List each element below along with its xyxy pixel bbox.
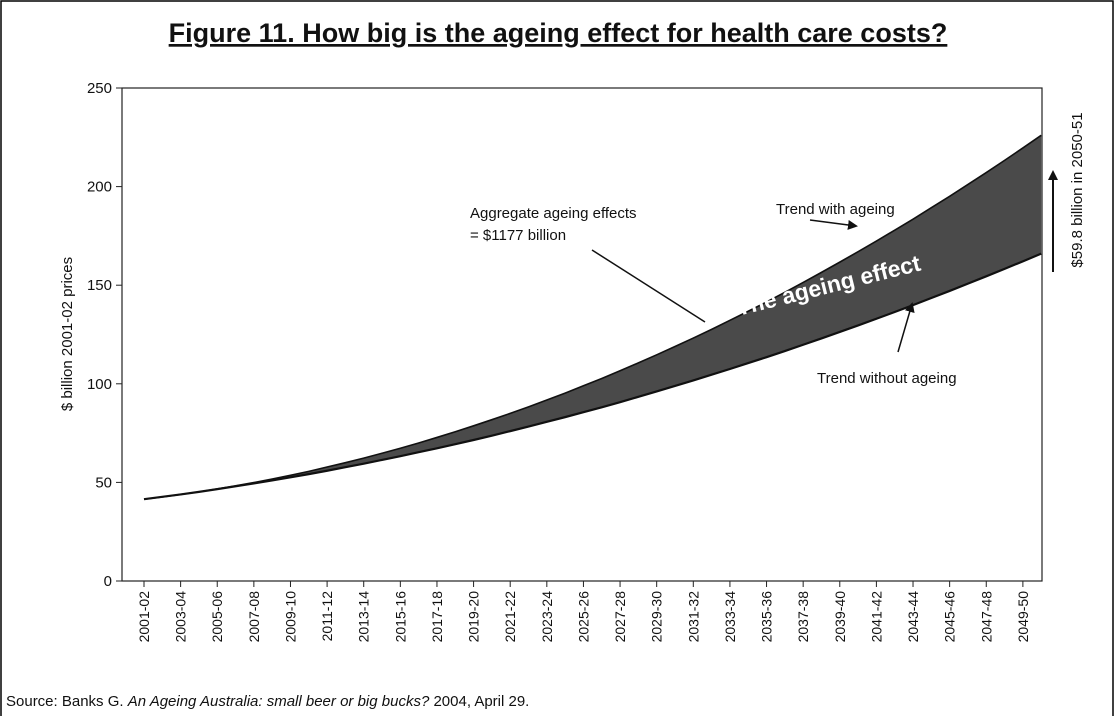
x-tick-label: 2041-42 xyxy=(868,591,884,643)
x-tick-label: 2039-40 xyxy=(832,591,848,643)
x-tick-label: 2047-48 xyxy=(978,591,994,643)
x-tick-label: 2045-46 xyxy=(942,591,958,643)
x-tick-label: 2031-32 xyxy=(685,591,701,643)
x-tick-label: 2001-02 xyxy=(136,591,152,643)
series-annotation: Trend without ageing xyxy=(817,370,957,387)
x-tick-label: 2013-14 xyxy=(356,591,372,643)
annotation-pointer xyxy=(809,219,858,230)
x-tick-label: 2003-04 xyxy=(173,591,189,643)
x-tick-label: 2025-26 xyxy=(575,591,591,643)
x-tick-label: 2027-28 xyxy=(612,591,628,643)
x-tick-label: 2029-30 xyxy=(649,591,665,643)
source-title: An Ageing Australia: small beer or big b… xyxy=(127,693,430,710)
x-tick-label: 2037-38 xyxy=(795,591,811,643)
aggregate-annotation: = $1177 billion xyxy=(470,227,566,244)
x-tick-label: 2035-36 xyxy=(759,591,775,643)
x-tick-label: 2009-10 xyxy=(282,591,298,643)
x-tick-label: 2033-34 xyxy=(722,591,738,643)
x-tick-label: 2019-20 xyxy=(466,591,482,643)
aggregate-annotation: Aggregate ageing effects xyxy=(470,205,637,222)
x-tick-label: 2049-50 xyxy=(1015,591,1031,643)
y-axis-label: $ billion 2001-02 prices xyxy=(59,257,76,411)
y-tick-label: 50 xyxy=(95,474,112,491)
source: Source: Banks G. An Ageing Australia: sm… xyxy=(6,693,529,710)
source-prefix: Source: Banks G. xyxy=(6,693,128,710)
y-tick-label: 200 xyxy=(87,179,112,196)
trend-line xyxy=(143,134,1042,500)
x-tick-label: 2011-12 xyxy=(319,591,335,642)
y-tick-label: 100 xyxy=(87,376,112,393)
y-tick-label: 0 xyxy=(104,573,112,590)
annotation-pointer xyxy=(897,302,915,353)
x-tick-label: 2017-18 xyxy=(429,591,445,643)
series-annotation: Trend with ageing xyxy=(776,201,895,218)
gap-annotation: $59.8 billion in 2050-51 xyxy=(1069,112,1086,267)
x-tick-label: 2021-22 xyxy=(502,591,518,643)
source-suffix: 2004, April 29. xyxy=(429,693,529,710)
annotation-pointer xyxy=(591,249,706,323)
y-tick-label: 250 xyxy=(87,80,112,97)
chart-title: Figure 11. How big is the ageing effect … xyxy=(169,18,948,48)
x-tick-label: 2007-08 xyxy=(246,591,262,643)
x-tick-label: 2023-24 xyxy=(539,591,555,643)
trend-line xyxy=(143,252,1042,501)
x-tick-label: 2005-06 xyxy=(209,591,225,643)
y-tick-label: 150 xyxy=(87,277,112,294)
x-tick-label: 2043-44 xyxy=(905,591,921,643)
ageing-effect-area xyxy=(144,135,1042,500)
x-tick-label: 2015-16 xyxy=(392,591,408,643)
plot-frame xyxy=(121,87,1043,582)
